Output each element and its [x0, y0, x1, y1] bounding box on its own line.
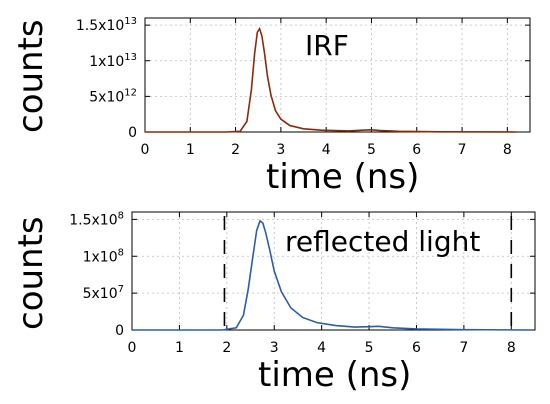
x-tick-label: 0: [128, 340, 137, 356]
y-tick-label: 1.5x108: [69, 210, 124, 228]
y-tick-label: 1x1013: [89, 52, 137, 70]
irf-curve: [145, 26, 517, 133]
x-tick-label: 5: [365, 340, 374, 356]
irf-panel: 0 1 2 3 4 5 6 7 8 0 5x1012 1x1013 1.5x1013 IRF time…: [11, 16, 531, 197]
y-tick-label: 5x1012: [89, 87, 137, 105]
reflected-grid: [132, 212, 535, 330]
x-tick-label: 1: [175, 340, 184, 356]
y-tick-label: 0: [128, 125, 137, 141]
reflected-y-axis-label: counts: [11, 216, 51, 330]
x-tick-label: 0: [141, 142, 150, 158]
x-tick-label: 6: [412, 340, 421, 356]
x-tick-label: 2: [231, 142, 240, 158]
x-tick-label: 5: [367, 142, 376, 158]
x-tick-label: 3: [270, 340, 279, 356]
irf-y-axis-label: counts: [11, 19, 51, 133]
reflected-annotation: reflected light: [285, 225, 480, 258]
irf-grid: [145, 18, 530, 132]
y-tick-label: 1.5x1013: [76, 16, 137, 34]
x-tick-label: 3: [276, 142, 285, 158]
y-tick-label: 5x107: [83, 284, 124, 302]
irf-x-axis-label: time (ns): [266, 157, 419, 197]
reflected-x-ticks: 0 1 2 3 4 5 6 7 8: [128, 212, 516, 356]
x-tick-label: 8: [507, 340, 516, 356]
y-tick-label: 0: [115, 323, 124, 339]
irf-annotation: IRF: [305, 29, 349, 62]
x-tick-label: 7: [459, 340, 468, 356]
irf-y-ticks: 0 5x1012 1x1013 1.5x1013: [76, 16, 530, 141]
y-tick-label: 1x108: [83, 247, 124, 265]
x-tick-label: 8: [503, 142, 512, 158]
x-tick-label: 2: [222, 340, 231, 356]
reflected-curve: [132, 219, 531, 331]
x-tick-label: 7: [458, 142, 467, 158]
reflected-y-ticks: 0 5x107 1x108 1.5x108: [69, 210, 535, 339]
x-tick-label: 1: [186, 142, 195, 158]
reflected-plot-frame: [131, 211, 536, 331]
x-tick-label: 6: [412, 142, 421, 158]
x-tick-label: 4: [322, 142, 331, 158]
reflected-panel: 0 1 2 3 4 5 6 7 8 0 5x107 1x108 1.5x108 reflected l…: [11, 210, 536, 395]
irf-plot-frame: [144, 17, 531, 133]
reflected-x-axis-label: time (ns): [258, 355, 411, 395]
x-tick-label: 4: [317, 340, 326, 356]
reflected-markers: [223, 216, 513, 330]
